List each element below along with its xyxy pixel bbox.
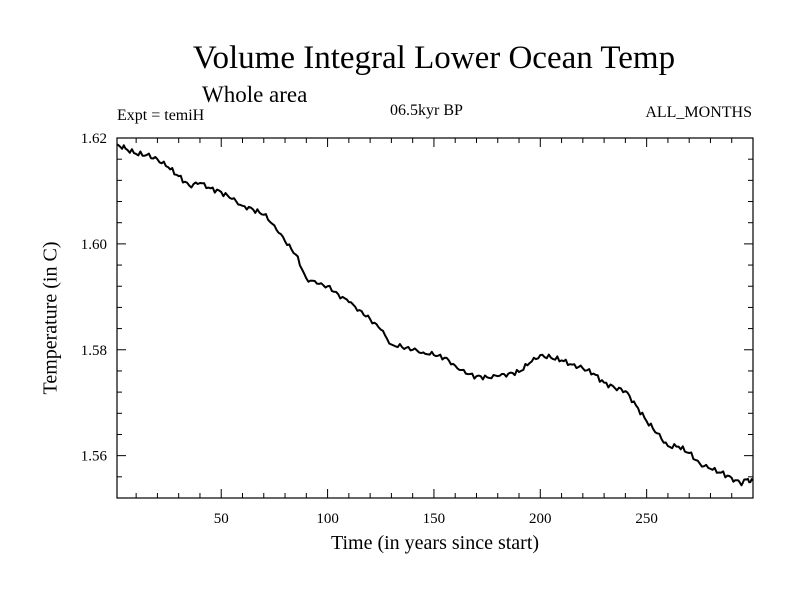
x-tick-label: 50 bbox=[214, 511, 229, 527]
months-label: ALL_MONTHS bbox=[645, 104, 752, 121]
plot-frame bbox=[116, 137, 754, 499]
period-label: 06.5kyr BP bbox=[390, 102, 463, 119]
y-tick-label: 1.58 bbox=[81, 343, 107, 359]
experiment-label: Expt = temiH bbox=[117, 107, 205, 124]
x-tick-label: 100 bbox=[316, 511, 339, 527]
chart-subtitle: Whole area bbox=[202, 82, 308, 107]
y-tick-label: 1.60 bbox=[81, 237, 107, 253]
y-tick-label: 1.62 bbox=[81, 131, 107, 147]
tick-group: 50 100 150 200 250 1.56 1.58 1.60 1.62 bbox=[81, 131, 753, 527]
y-tick-label: 1.56 bbox=[81, 449, 108, 465]
series-line bbox=[116, 143, 754, 487]
x-axis-label: Time (in years since start) bbox=[330, 532, 540, 554]
x-tick-label: 200 bbox=[529, 511, 552, 527]
x-tick-label: 150 bbox=[423, 511, 446, 527]
x-tick-label: 250 bbox=[635, 511, 658, 527]
chart-title: Volume Integral Lower Ocean Temp bbox=[192, 40, 676, 76]
